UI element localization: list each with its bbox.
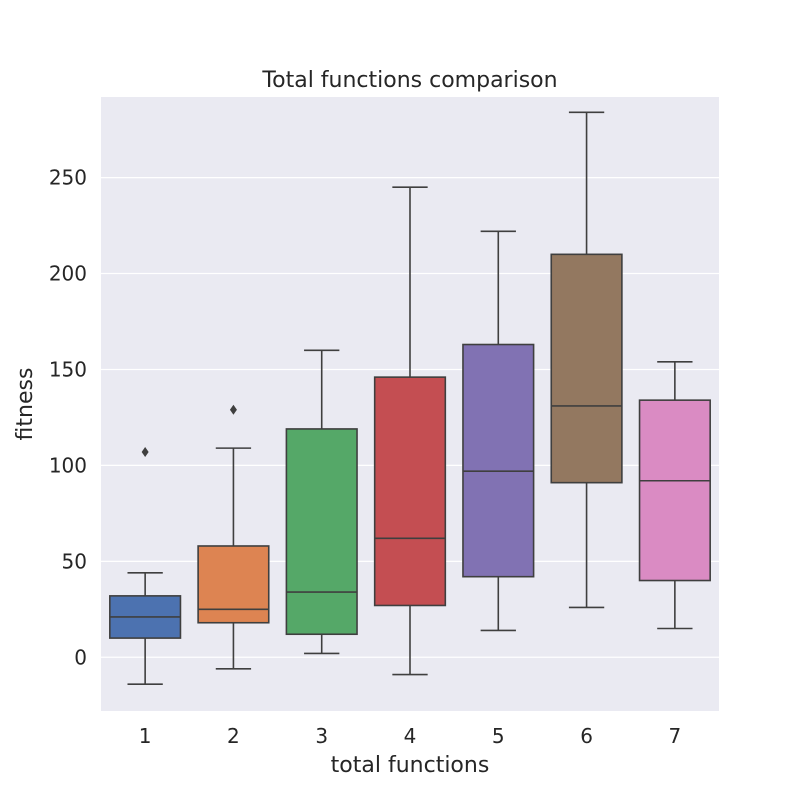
y-tick-label: 250 xyxy=(49,166,87,190)
y-tick-label: 50 xyxy=(62,549,87,573)
box-body xyxy=(462,343,535,578)
box-body xyxy=(373,376,447,607)
x-axis-label: total functions xyxy=(331,753,490,778)
box-body xyxy=(638,399,711,582)
x-tick-label: 1 xyxy=(139,724,152,748)
x-tick-label: 4 xyxy=(404,724,417,748)
x-tick-labels: 1 2 3 4 5 6 7 xyxy=(139,724,681,748)
box-4 xyxy=(373,186,447,676)
x-tick-label: 6 xyxy=(580,724,593,748)
box-5 xyxy=(462,230,535,632)
box-3 xyxy=(285,349,358,655)
y-tick-label: 200 xyxy=(49,262,87,286)
outlier-point xyxy=(229,404,237,415)
y-tick-label: 150 xyxy=(49,357,87,381)
y-tick-label: 0 xyxy=(74,645,87,669)
box-1 xyxy=(109,446,182,685)
x-tick-label: 2 xyxy=(227,724,240,748)
x-tick-label: 3 xyxy=(315,724,328,748)
y-tick-labels: 0 50 100 150 200 250 xyxy=(49,166,87,670)
x-tick-label: 5 xyxy=(492,724,505,748)
x-tick-label: 7 xyxy=(668,724,681,748)
box-body xyxy=(550,253,623,484)
chart-title: Total functions comparison xyxy=(261,68,557,93)
box-body xyxy=(285,428,358,636)
box-body xyxy=(197,545,270,624)
y-axis-label: fitness xyxy=(13,368,38,441)
outlier-point xyxy=(141,446,149,457)
box-6 xyxy=(550,111,623,609)
box-layer xyxy=(109,111,711,685)
box-2 xyxy=(197,404,270,670)
y-tick-label: 100 xyxy=(49,453,87,477)
box-7 xyxy=(638,360,711,630)
